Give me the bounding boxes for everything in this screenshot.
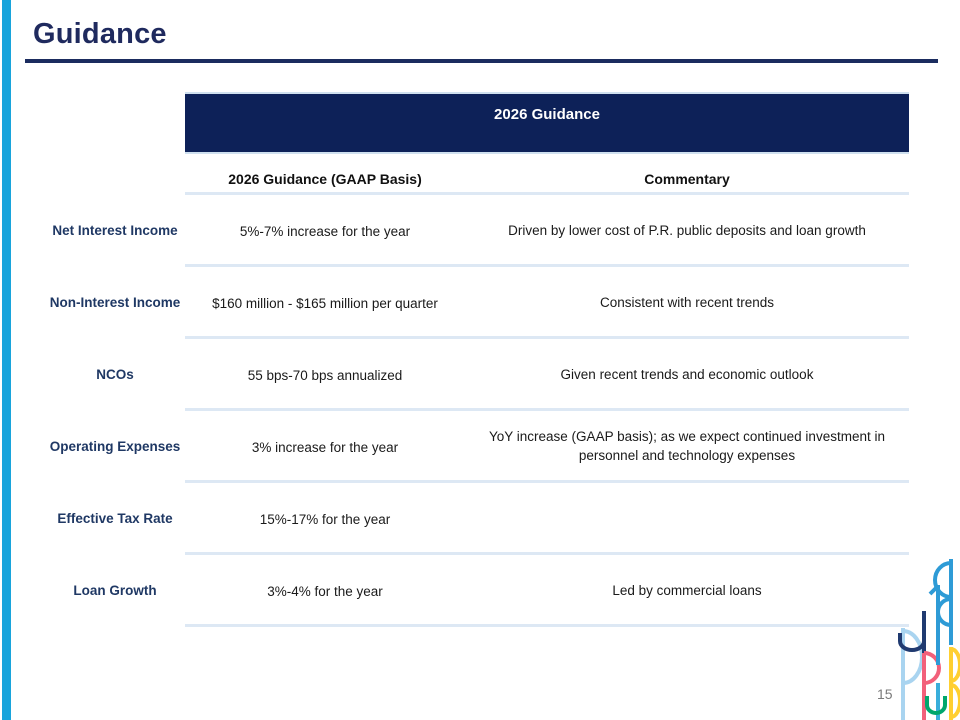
column-header-guidance: 2026 Guidance (GAAP Basis)	[228, 171, 422, 187]
row-separator	[185, 336, 909, 339]
table-row: Non-Interest Income $160 million - $165 …	[45, 267, 909, 339]
row-separator	[185, 264, 909, 267]
row-label: Loan Growth	[73, 582, 157, 598]
row-separator	[185, 552, 909, 555]
row-guidance-value: 15%-17% for the year	[259, 511, 391, 527]
column-header-commentary: Commentary	[644, 171, 730, 187]
row-guidance-value: 3%-4% for the year	[267, 583, 383, 599]
table-row: Effective Tax Rate 15%-17% for the year	[45, 483, 909, 555]
guidance-table: 2026 Guidance 2026 Guidance (GAAP Basis)…	[45, 94, 909, 627]
table-row: NCOs 55 bps-70 bps annualized Given rece…	[45, 339, 909, 411]
table-header-title: 2026 Guidance	[494, 106, 600, 123]
row-separator	[185, 480, 909, 483]
row-commentary: Driven by lower cost of P.R. public depo…	[508, 222, 866, 238]
row-label: NCOs	[96, 366, 134, 382]
row-label: Operating Expenses	[49, 438, 181, 454]
table-body: Net Interest Income 5%-7% increase for t…	[45, 195, 909, 627]
row-guidance-value: 3% increase for the year	[251, 439, 399, 455]
brand-pattern-logo	[898, 559, 960, 720]
title-underline	[25, 59, 938, 63]
column-header-row: 2026 Guidance (GAAP Basis) Commentary	[45, 152, 909, 195]
row-separator	[185, 624, 909, 627]
row-separator	[185, 408, 909, 411]
row-guidance-value: 5%-7% increase for the year	[239, 223, 411, 239]
row-label: Effective Tax Rate	[57, 510, 173, 526]
row-label: Net Interest Income	[52, 222, 178, 238]
table-row: Net Interest Income 5%-7% increase for t…	[45, 195, 909, 267]
table-header-bar: 2026 Guidance	[185, 94, 909, 152]
row-commentary: Led by commercial loans	[612, 582, 762, 598]
row-commentary: Given recent trends and economic outlook	[560, 366, 814, 382]
page-title: Guidance	[33, 18, 167, 50]
header-separator	[185, 192, 909, 195]
row-guidance-value: 55 bps-70 bps annualized	[247, 367, 403, 383]
table-row: Operating Expenses 3% increase for the y…	[45, 411, 909, 483]
row-label: Non-Interest Income	[49, 294, 181, 310]
table-row: Loan Growth 3%-4% for the year Led by co…	[45, 555, 909, 627]
row-commentary: Consistent with recent trends	[599, 294, 775, 310]
left-accent-bar	[2, 0, 11, 720]
row-guidance-value: $160 million - $165 million per quarter	[212, 295, 438, 311]
row-commentary: YoY increase (GAAP basis); as we expect …	[489, 429, 885, 463]
page-number: 15	[877, 686, 893, 702]
